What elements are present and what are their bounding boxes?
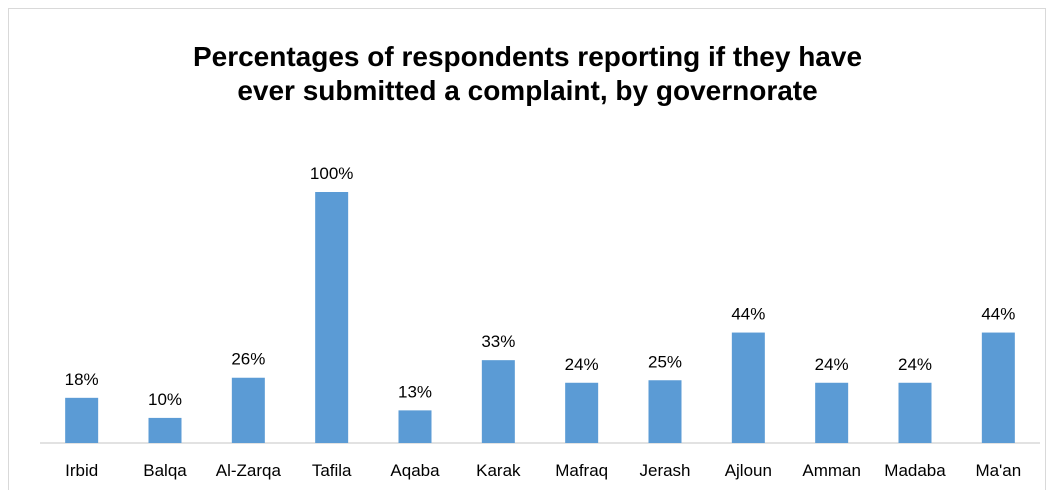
- value-label: 24%: [898, 355, 932, 374]
- value-label: 33%: [481, 332, 515, 351]
- chart-title-line-1: Percentages of respondents reporting if …: [192, 41, 863, 72]
- bar-aqaba: [398, 410, 432, 443]
- bar-ajloun: [731, 332, 765, 443]
- category-label: Balqa: [143, 461, 187, 480]
- value-label: 24%: [565, 355, 599, 374]
- category-label: Ma'an: [975, 461, 1021, 480]
- category-label: Al-Zarqa: [216, 461, 282, 480]
- bar-mafraq: [565, 382, 599, 443]
- category-label: Ajloun: [725, 461, 772, 480]
- chart-area: [8, 8, 1046, 490]
- chart-title-line-2: ever submitted a complaint, by governora…: [237, 75, 818, 106]
- category-label: Tafila: [312, 461, 352, 480]
- bar-irbid: [65, 397, 99, 443]
- category-labels-group: Irbid Balqa Al-Zarqa Tafila Aqaba Karak Mafraq…: [65, 461, 1021, 480]
- value-label: 24%: [815, 355, 849, 374]
- value-label: 25%: [648, 352, 682, 371]
- category-label: Madaba: [884, 461, 946, 480]
- category-label: Irbid: [65, 461, 98, 480]
- value-label: 100%: [310, 164, 353, 183]
- category-label: Aqaba: [390, 461, 440, 480]
- bar-karak: [481, 360, 515, 443]
- bar-jerash: [648, 380, 682, 443]
- bar-ma-an: [981, 332, 1015, 443]
- category-label: Jerash: [639, 461, 690, 480]
- chart-title: Percentages of respondents reporting if …: [0, 40, 1055, 108]
- value-label: 13%: [398, 382, 432, 401]
- value-labels-group: 18% 10% 26% 100% 13% 33% 24% 25% 44% 24% 24% 44%: [65, 164, 1016, 409]
- bar-al-zarqa: [231, 377, 265, 443]
- value-label: 18%: [65, 370, 99, 389]
- value-label: 10%: [148, 390, 182, 409]
- value-label: 26%: [231, 350, 265, 369]
- category-label: Mafraq: [555, 461, 608, 480]
- category-label: Amman: [802, 461, 861, 480]
- value-label: 44%: [981, 305, 1015, 324]
- bar-amman: [815, 382, 849, 443]
- bars-group: [65, 192, 1015, 443]
- category-label: Karak: [476, 461, 521, 480]
- bar-balqa: [148, 417, 182, 443]
- bar-tafila: [315, 192, 349, 443]
- bar-madaba: [898, 382, 932, 443]
- value-label: 44%: [731, 305, 765, 324]
